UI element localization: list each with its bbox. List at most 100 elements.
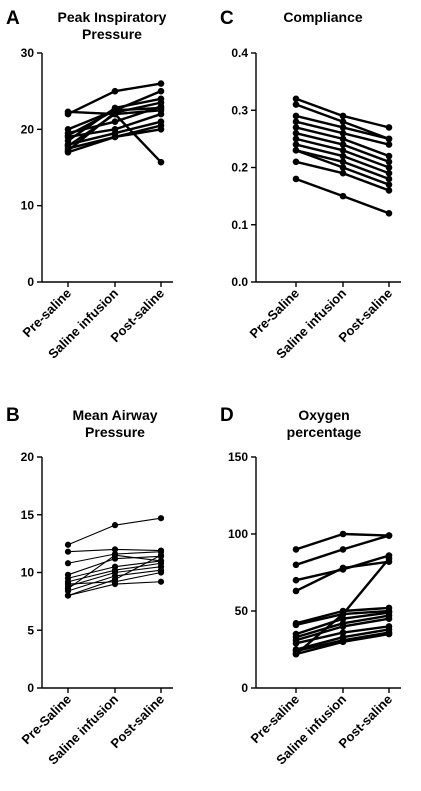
data-point: [157, 569, 165, 576]
y-tick-label: 15: [21, 508, 35, 522]
data-point: [292, 141, 300, 148]
data-point: [64, 110, 72, 118]
data-point: [157, 110, 165, 118]
data-point: [339, 546, 347, 553]
data-point: [339, 141, 347, 148]
data-point: [292, 640, 300, 647]
chart-panel-c: C Compliance0.00.10.20.30.4Pre-SalineSali…: [220, 8, 401, 362]
data-point: [157, 557, 165, 565]
data-point: [292, 118, 300, 125]
data-point: [157, 99, 165, 106]
data-point: [292, 561, 300, 569]
y-tick-label: 100: [228, 527, 248, 541]
data-point: [339, 564, 347, 572]
y-tick-label: 0: [27, 275, 34, 289]
y-tick-label: 20: [21, 450, 35, 464]
data-point: [339, 112, 347, 120]
data-point: [64, 541, 72, 548]
data-point: [292, 112, 300, 120]
data-point: [64, 580, 72, 588]
y-tick-label: 150: [228, 450, 248, 464]
data-point: [339, 158, 347, 166]
y-tick-label: 5: [27, 623, 34, 637]
data-point: [339, 610, 347, 618]
data-point: [339, 147, 347, 154]
data-point: [292, 158, 300, 166]
data-point: [111, 552, 119, 559]
chart-panel-a: A Peak InspiratoryPressure0102030Pre-sali…: [6, 8, 173, 362]
data-point: [64, 592, 72, 599]
data-point: [157, 515, 165, 522]
data-point: [64, 560, 72, 567]
y-tick-label: 0: [241, 681, 248, 695]
panel-letter: B: [6, 405, 20, 426]
data-point: [111, 133, 119, 141]
y-tick-label: 20: [21, 122, 35, 136]
data-point: [385, 164, 393, 171]
data-point: [292, 147, 300, 154]
data-point: [157, 126, 165, 133]
chart-panel-b: B Mean AirwayPressure05101520Pre-SalineSa…: [6, 405, 173, 768]
y-tick-label: 0.1: [231, 218, 248, 232]
data-point: [385, 152, 393, 160]
data-point: [64, 548, 72, 555]
data-point: [339, 129, 347, 137]
data-point: [339, 169, 347, 177]
data-point: [157, 80, 165, 87]
data-point: [111, 578, 119, 585]
data-point: [385, 532, 393, 539]
data-point: [292, 135, 300, 143]
y-tick-label: 30: [21, 46, 35, 60]
data-point: [292, 546, 300, 553]
chart-title: percentage: [287, 424, 362, 440]
data-point: [339, 638, 347, 646]
data-point: [157, 87, 165, 95]
data-point: [385, 210, 393, 217]
y-tick-label: 0.0: [231, 275, 248, 289]
data-point: [64, 585, 72, 592]
data-point: [339, 623, 347, 630]
data-point: [339, 192, 347, 200]
data-point: [339, 118, 347, 125]
data-point: [339, 135, 347, 143]
data-point: [64, 148, 72, 156]
panel-letter: A: [6, 8, 20, 29]
data-point: [385, 555, 393, 562]
y-tick-label: 10: [21, 199, 35, 213]
data-point: [157, 552, 165, 559]
data-point: [385, 175, 393, 183]
data-point: [385, 615, 393, 622]
data-point: [339, 152, 347, 160]
data-point: [111, 522, 119, 529]
data-point: [157, 158, 165, 166]
y-tick-label: 50: [235, 604, 249, 618]
data-point: [292, 175, 300, 183]
y-tick-label: 0.3: [231, 103, 248, 117]
data-point: [385, 187, 393, 194]
chart-title: Pressure: [82, 26, 142, 42]
panel-letter: C: [220, 8, 234, 29]
data-point: [292, 95, 300, 103]
y-tick-label: 0.4: [231, 46, 248, 60]
data-point: [111, 104, 119, 112]
data-point: [292, 576, 300, 584]
data-point: [385, 181, 393, 188]
data-point: [385, 169, 393, 177]
data-point: [339, 164, 347, 171]
data-point: [385, 630, 393, 638]
data-point: [292, 101, 300, 108]
data-point: [339, 629, 347, 636]
data-point: [339, 530, 347, 538]
y-tick-label: 0: [27, 681, 34, 695]
data-point: [111, 109, 119, 116]
data-point: [292, 650, 300, 658]
data-point: [292, 587, 300, 595]
data-point: [111, 546, 119, 553]
y-tick-label: 0.2: [231, 161, 248, 175]
panel-letter: D: [220, 405, 234, 426]
chart-title: Pressure: [85, 424, 145, 440]
data-point: [111, 87, 119, 95]
data-point: [385, 124, 393, 131]
chart-title: Oxygen: [298, 407, 349, 423]
